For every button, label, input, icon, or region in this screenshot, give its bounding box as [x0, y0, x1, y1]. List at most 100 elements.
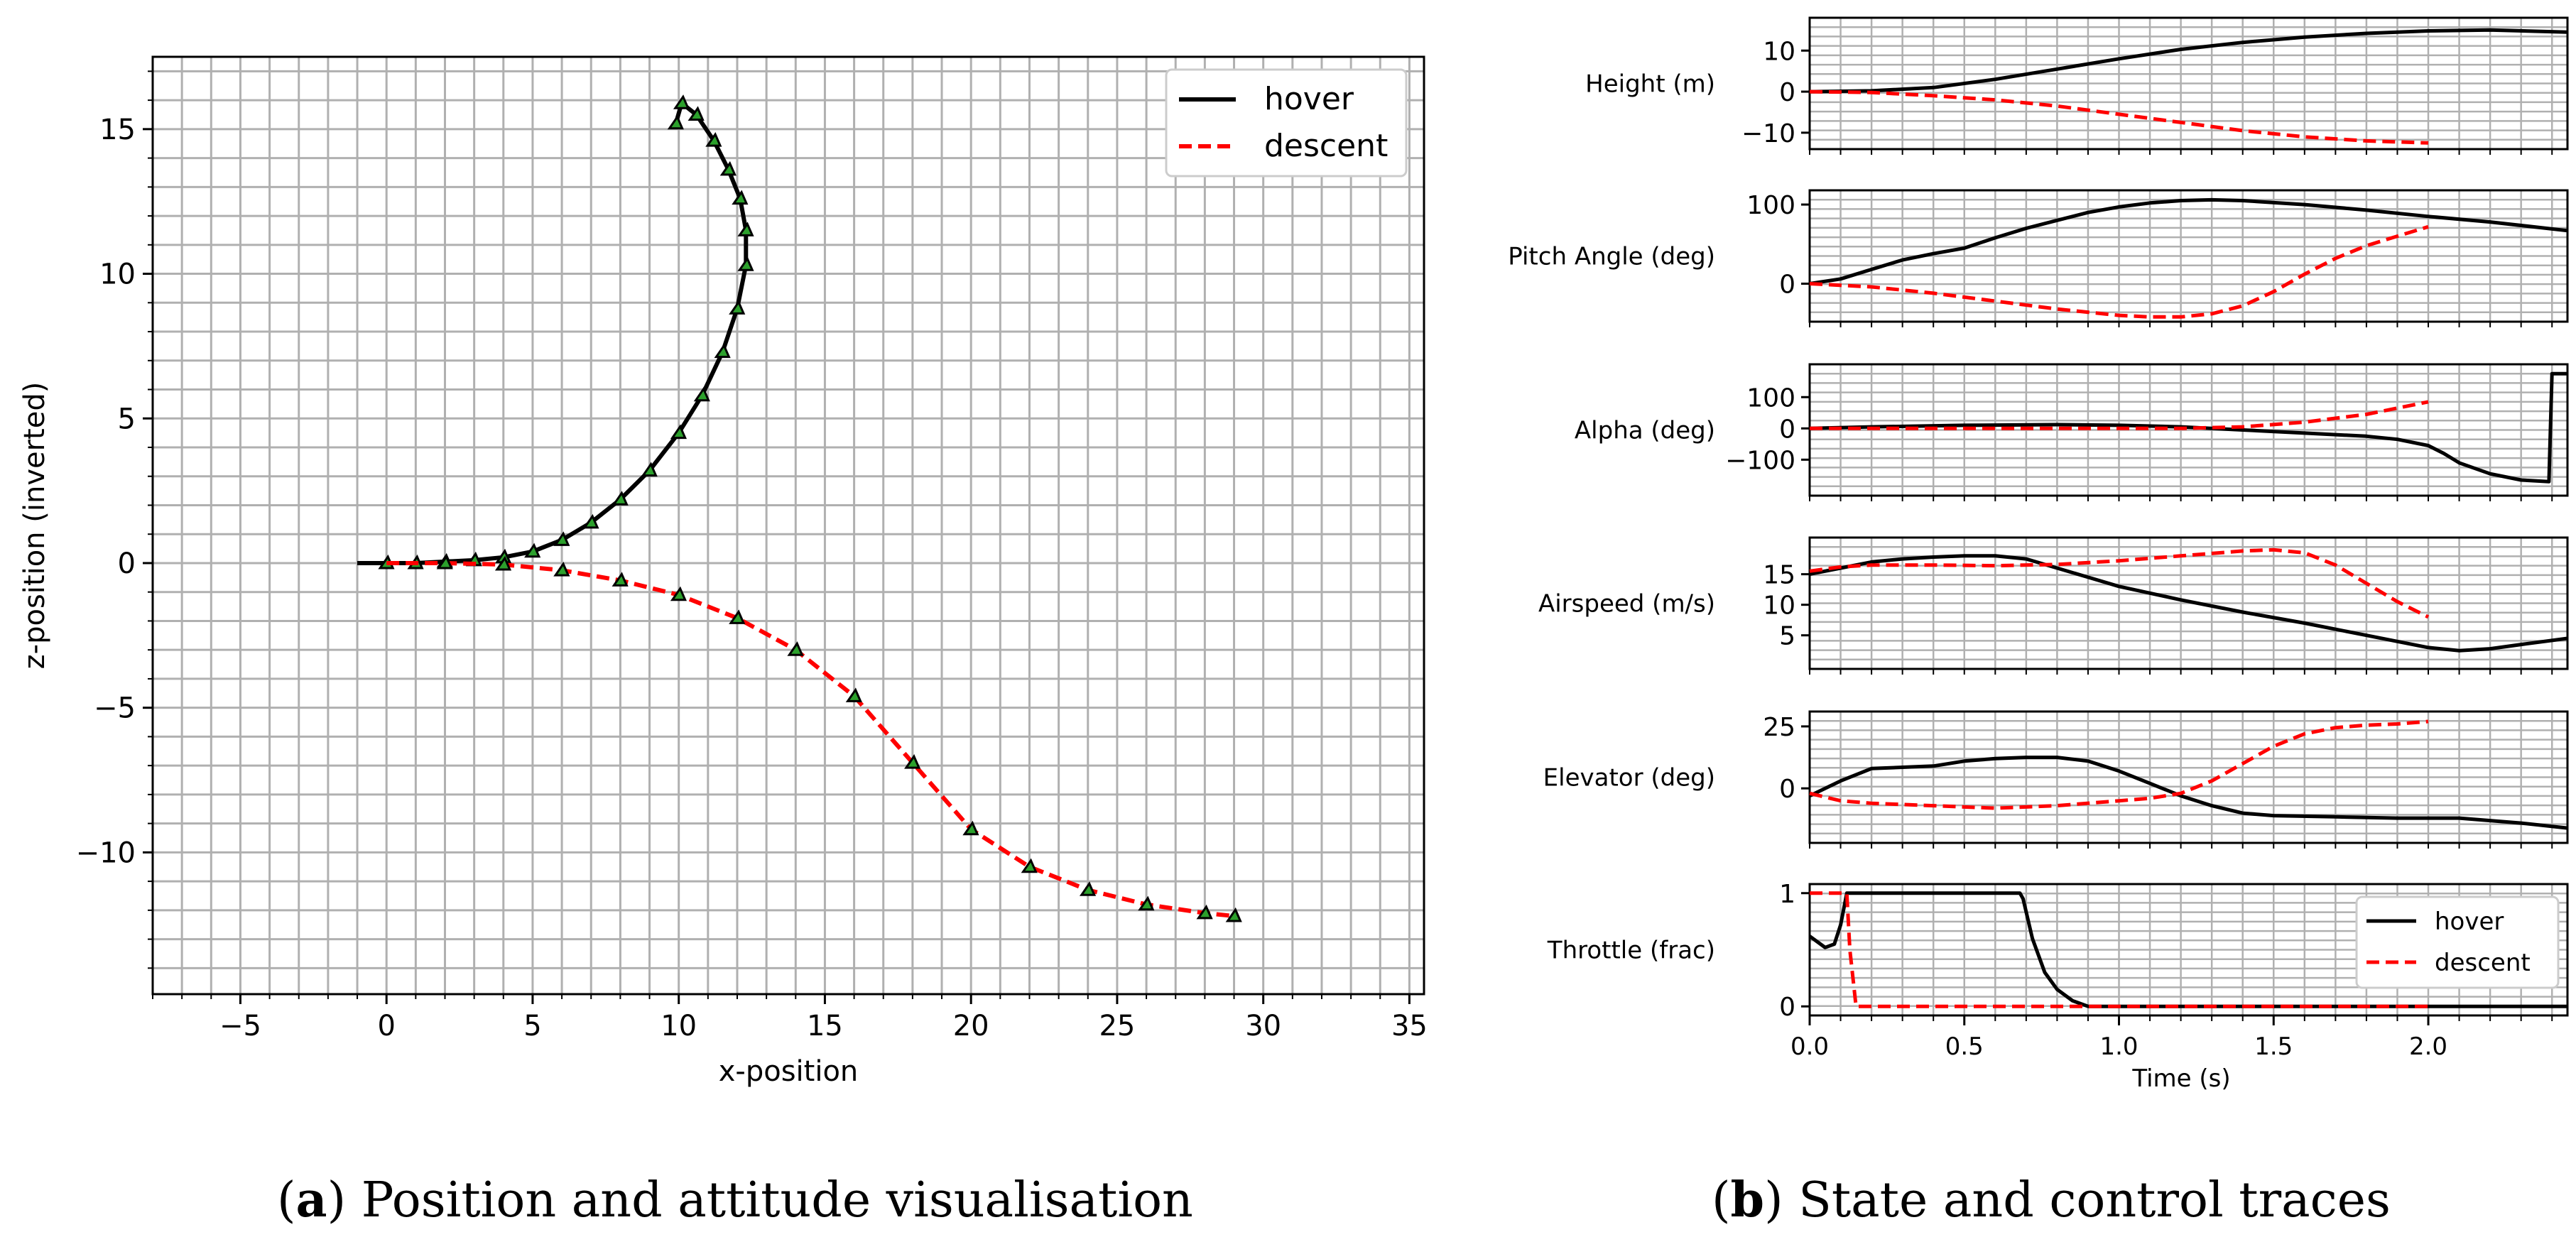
- y-tick-label: 15: [99, 114, 136, 146]
- legend-label-descent: descent: [2435, 949, 2531, 977]
- y-tick-label: −100: [1725, 446, 1795, 475]
- attitude-marker: [673, 94, 690, 109]
- panel-0: −10 0 10 Height (m): [1585, 16, 2569, 155]
- attitude-marker: [693, 386, 710, 402]
- attitude-glyph: [1138, 895, 1155, 911]
- y-tick-label: −10: [76, 837, 136, 869]
- attitude-marker: [612, 572, 629, 587]
- attitude-glyph: [693, 386, 710, 402]
- attitude-glyph: [553, 562, 570, 577]
- panel-ylabel: Height (m): [1585, 70, 1715, 99]
- trace-hover: [1808, 891, 2567, 1008]
- x-tick-label: 30: [1245, 1010, 1281, 1042]
- attitude-glyph: [737, 256, 754, 271]
- attitude-marker: [553, 562, 570, 577]
- y-tick-label: −10: [1741, 119, 1795, 148]
- panel-ylabel: Pitch Angle (deg): [1508, 243, 1715, 271]
- attitude-marker: [553, 531, 570, 546]
- attitude-marker: [1225, 907, 1242, 922]
- panel-5: 0 1 Throttle (frac) 0.0 0.5 1.0 1.5 2.0 Time (s)…: [1547, 880, 2569, 1093]
- attitude-marker: [737, 256, 754, 271]
- attitude-marker: [670, 424, 687, 440]
- x-tick-label: 2.0: [2409, 1032, 2447, 1061]
- legend-label-descent: descent: [1264, 128, 1388, 164]
- trace-hover: [1808, 756, 2568, 830]
- y-tick-label: 5: [118, 403, 136, 435]
- trace-descent: [1809, 89, 2429, 145]
- x-axis-label: Time (s): [2131, 1064, 2230, 1093]
- attitude-glyph: [705, 132, 722, 147]
- trace-descent: [1809, 719, 2429, 810]
- x-tick-label: 0.0: [1790, 1032, 1829, 1061]
- attitude-glyph: [732, 190, 749, 205]
- attitude-glyph: [962, 820, 979, 836]
- plot-frame-a: [151, 55, 1425, 996]
- attitude-marker: [436, 554, 453, 570]
- x-tick-label: 25: [1099, 1010, 1135, 1042]
- legend-box: [1165, 68, 1408, 178]
- x-tick-label: 10: [661, 1010, 697, 1042]
- attitude-glyph: [688, 106, 705, 121]
- x-tick-label: 0.5: [1945, 1032, 1984, 1061]
- attitude-marker: [688, 106, 705, 121]
- x-axis-label: x-position: [719, 1055, 859, 1088]
- attitude-glyph: [667, 114, 684, 130]
- y-tick-label: 0: [1779, 775, 1795, 804]
- attitude-marker: [732, 190, 749, 205]
- trace-descent: [1809, 547, 2430, 619]
- trace-hover: [1809, 554, 2568, 653]
- y-tick-label: 0: [1779, 78, 1795, 107]
- attitude-glyph: [737, 222, 754, 236]
- plot-frame: [1808, 189, 2569, 323]
- attitude-marker: [494, 555, 512, 571]
- y-tick-label: 10: [1763, 37, 1795, 66]
- attitude-marker: [787, 641, 804, 656]
- attitude-glyph: [1079, 881, 1097, 896]
- attitude-marker: [667, 114, 684, 130]
- attitude-marker: [962, 820, 979, 836]
- y-tick-label: −5: [94, 692, 136, 725]
- attitude-marker: [1079, 881, 1097, 896]
- trace-descent: [1810, 400, 2429, 430]
- plot-frame: [1808, 710, 2569, 844]
- attitude-marker: [1021, 858, 1038, 873]
- attitude-marker: [1138, 895, 1155, 911]
- caption-a: (a) Position and attitude visualisation: [277, 1172, 1193, 1228]
- legend-b: hover descent: [2355, 895, 2560, 989]
- plot-frame: [1808, 883, 2569, 1017]
- trace-hover: [1809, 28, 2568, 94]
- attitude-glyph: [787, 641, 804, 656]
- legend-a: hover descent: [1165, 68, 1408, 178]
- attitude-glyph: [553, 531, 570, 546]
- attitude-glyph: [670, 586, 687, 601]
- attitude-marker: [524, 543, 541, 558]
- attitude-glyph: [582, 513, 599, 529]
- attitude-glyph: [612, 572, 629, 587]
- panel-1: 0 100 Pitch Angle (deg): [1508, 189, 2569, 327]
- attitude-marker: [1196, 904, 1213, 920]
- panel-4: 0 25 Elevator (deg): [1543, 710, 2569, 849]
- attitude-marker: [705, 132, 722, 147]
- y-tick-label: 0: [1779, 993, 1795, 1022]
- attitude-glyph: [436, 554, 453, 570]
- y-tick-label: 15: [1763, 561, 1795, 590]
- x-tick-label: 0: [377, 1010, 395, 1042]
- trace-descent: [1809, 224, 2429, 319]
- panel-ylabel: Throttle (frac): [1547, 937, 1715, 965]
- legend-label-hover: hover: [2435, 908, 2504, 936]
- attitude-glyph: [612, 491, 629, 506]
- attitude-glyph: [524, 543, 541, 558]
- y-tick-label: 25: [1763, 713, 1795, 742]
- attitude-marker: [582, 513, 599, 529]
- attitude-glyph: [494, 555, 512, 571]
- attitude-marker: [845, 687, 862, 702]
- x-tick-label: 5: [523, 1010, 541, 1042]
- attitude-glyph: [904, 754, 921, 769]
- x-tick-label: −5: [219, 1010, 261, 1042]
- x-tick-label: 15: [807, 1010, 843, 1042]
- y-tick-label: 0: [1779, 415, 1795, 444]
